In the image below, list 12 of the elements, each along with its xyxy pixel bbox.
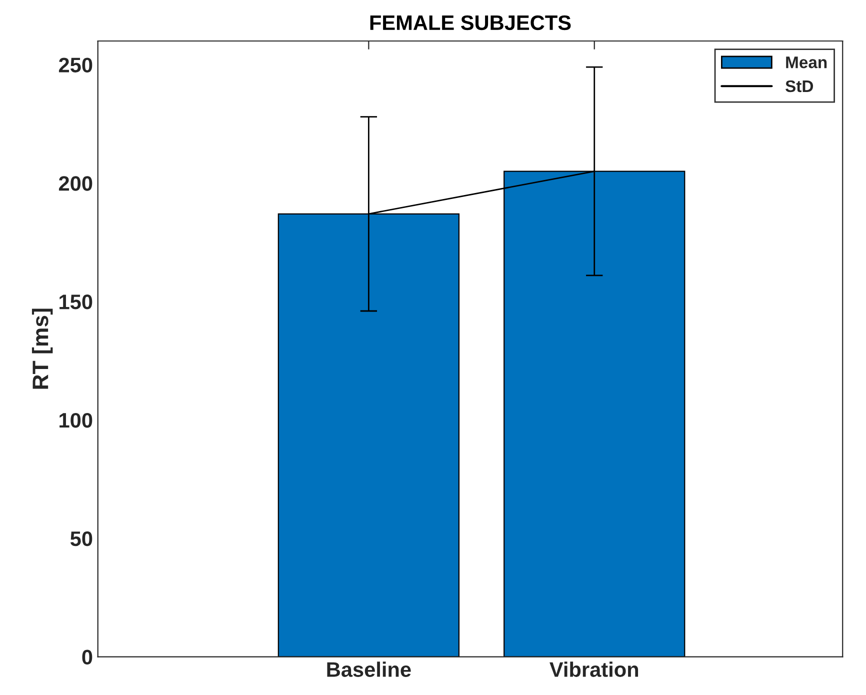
y-tick-label: 100 (60, 412, 92, 428)
y-tick-label: 0 (82, 650, 92, 665)
legend-label: StD (786, 80, 814, 92)
y-tick-label: 150 (60, 294, 92, 310)
x-tick-label: Vibration (550, 662, 638, 677)
y-tick-label: 50 (70, 531, 92, 546)
chart-title: FEMALE SUBJECTS (370, 15, 571, 30)
y-axis-title: RT [ms] (32, 308, 53, 389)
y-tick-label: 250 (58, 58, 92, 72)
legend-label: Mean (786, 56, 827, 68)
x-tick-label: Baseline (327, 662, 411, 677)
y-tick-label: 200 (58, 176, 92, 191)
